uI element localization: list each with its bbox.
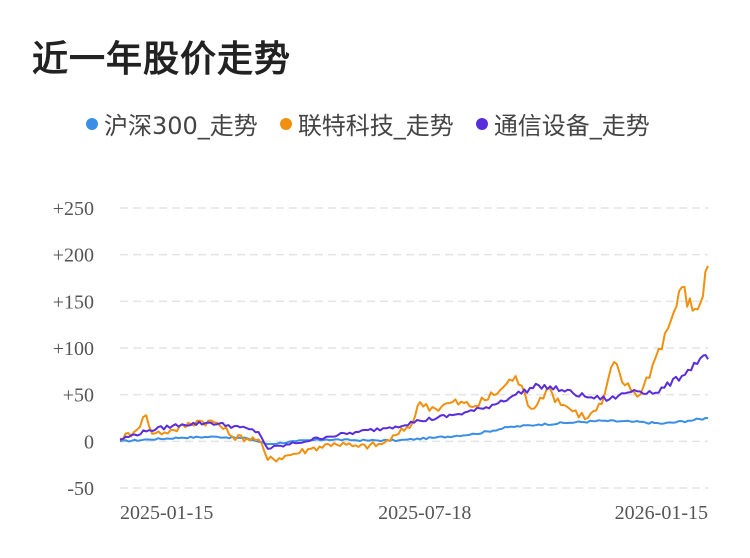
- legend-item-hs300[interactable]: 沪深300_走势: [86, 106, 258, 141]
- grid-lines: [120, 207, 708, 489]
- x-tick-label: 2025-01-15: [120, 502, 213, 524]
- legend-item-comm[interactable]: 通信设备_走势: [475, 106, 650, 141]
- series-line-hs300: [119, 417, 709, 446]
- y-tick-label: +150: [53, 291, 94, 313]
- page-title: 近一年股价走势: [32, 39, 292, 80]
- legend: 沪深300_走势 联特科技_走势 通信设备_走势: [86, 106, 650, 141]
- y-tick-label: +250: [53, 198, 94, 220]
- series-line-liante: [119, 265, 709, 463]
- y-axis-ticks: +250 +200 +150 +100 +50 0 -50: [53, 198, 94, 500]
- y-tick-label: -50: [67, 478, 94, 500]
- legend-item-liante[interactable]: 联特科技_走势: [279, 106, 454, 141]
- legend-label-liante: 联特科技_走势: [297, 112, 454, 140]
- legend-label-hs300: 沪深300_走势: [104, 112, 258, 140]
- legend-dot-comm: [475, 117, 488, 130]
- y-tick-label: +200: [53, 245, 94, 267]
- x-tick-label: 2025-07-18: [378, 502, 471, 524]
- series-lines: [119, 265, 709, 463]
- legend-dot-hs300: [86, 117, 98, 130]
- series-line-comm: [119, 354, 709, 450]
- y-tick-label: 0: [84, 431, 94, 453]
- legend-label-comm: 通信设备_走势: [493, 112, 650, 140]
- legend-dot-liante: [279, 117, 292, 130]
- x-axis-ticks: 2025-01-15 2025-07-18 2026-01-15: [120, 502, 708, 524]
- y-tick-label: +100: [53, 338, 94, 360]
- y-tick-label: +50: [63, 385, 94, 407]
- x-tick-label: 2026-01-15: [615, 502, 708, 524]
